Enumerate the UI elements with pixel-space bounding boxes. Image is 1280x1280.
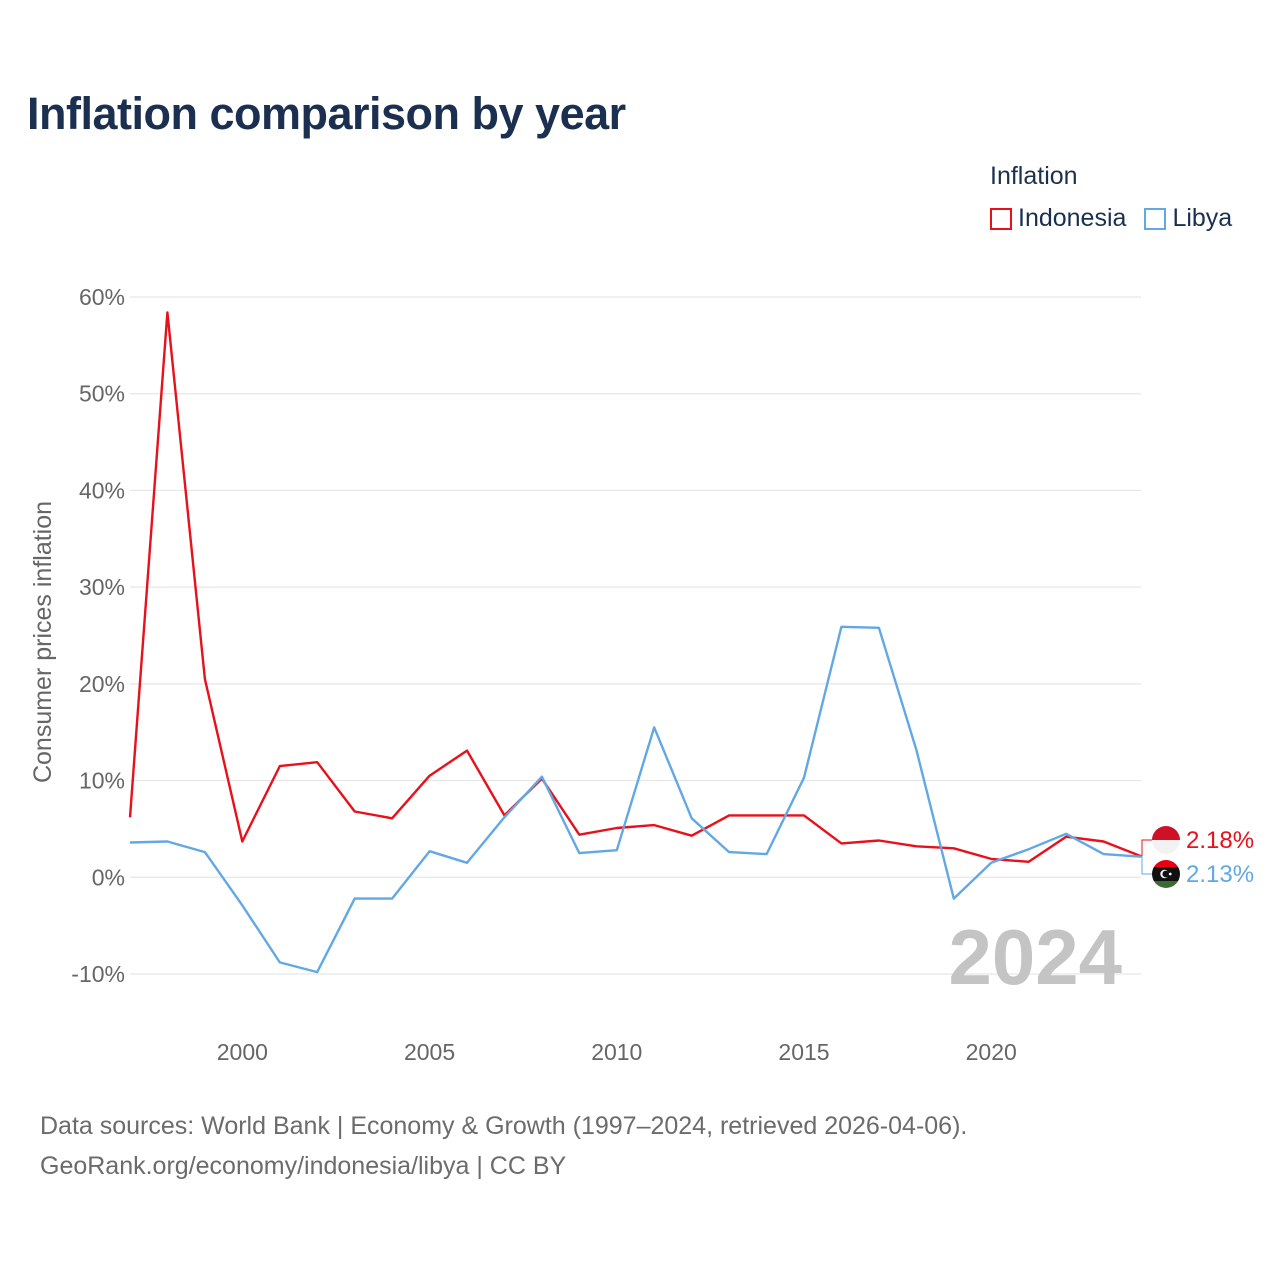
legend: Indonesia Libya <box>990 204 1232 233</box>
year-watermark: 2024 <box>948 913 1122 1001</box>
legend-item-libya[interactable]: Libya <box>1144 204 1232 233</box>
indonesia-flag-icon <box>1152 826 1180 854</box>
legend-item-indonesia[interactable]: Indonesia <box>990 204 1126 233</box>
y-tick-label: 10% <box>79 768 125 794</box>
footer-link[interactable]: GeoRank.org/economy/indonesia/libya | CC… <box>40 1152 567 1180</box>
legend-swatch-indonesia <box>990 207 1012 230</box>
libya-flag-icon <box>1152 860 1180 888</box>
y-tick-label: 20% <box>79 671 125 697</box>
end-value-indonesia: 2.18% <box>1186 827 1254 854</box>
series-lines <box>128 311 1142 974</box>
y-tick-label: 0% <box>92 864 125 890</box>
legend-swatch-libya <box>1144 207 1167 230</box>
end-connector-libya <box>1141 856 1152 875</box>
end-markers: 2.18% 2.13% <box>1141 826 1254 888</box>
x-tick-label: 2005 <box>404 1039 455 1065</box>
legend-title: Inflation <box>990 162 1078 190</box>
end-value-libya: 2.13% <box>1186 861 1254 888</box>
y-axis-ticks: -10% 0% 10% 20% 30% 40% 50% 60% <box>71 284 125 987</box>
footer: Data sources: World Bank | Economy & Gro… <box>40 1106 967 1186</box>
legend-label-libya: Libya <box>1172 204 1233 232</box>
x-tick-label: 2020 <box>966 1039 1017 1065</box>
series-line-libya[interactable] <box>129 625 1142 974</box>
y-tick-label: -10% <box>71 961 125 987</box>
y-tick-label: 30% <box>79 574 125 600</box>
y-tick-label: 60% <box>79 284 125 310</box>
y-tick-label: 50% <box>79 381 125 407</box>
footer-sources: Data sources: World Bank | Economy & Gro… <box>40 1112 968 1140</box>
y-tick-label: 40% <box>79 477 125 503</box>
x-tick-label: 2015 <box>778 1039 829 1065</box>
x-axis-ticks: 2000 2005 2010 2015 2020 <box>217 1039 1017 1065</box>
legend-label-indonesia: Indonesia <box>1018 204 1127 232</box>
x-tick-label: 2000 <box>217 1039 268 1065</box>
chart-title: Inflation comparison by year <box>27 88 626 139</box>
x-tick-label: 2010 <box>591 1039 642 1065</box>
end-connector-indonesia <box>1141 839 1152 857</box>
series-line-indonesia[interactable] <box>128 311 1142 863</box>
y-axis-label: Consumer prices inflation <box>29 501 57 783</box>
grid-lines <box>130 296 1141 975</box>
